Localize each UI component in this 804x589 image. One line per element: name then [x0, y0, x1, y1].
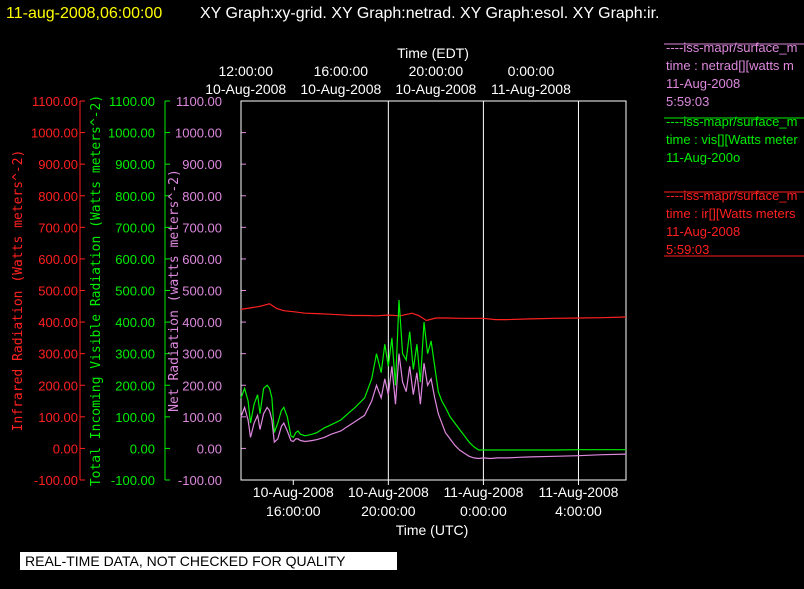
bottom-tick-date: 10-Aug-2008 [253, 484, 334, 500]
ir-tick-label: 200.00 [38, 378, 78, 393]
top-tick-time: 12:00:00 [219, 63, 274, 79]
net-tick-label: 600.00 [182, 252, 222, 267]
net-tick-label: 300.00 [182, 347, 222, 362]
top-tick-date: 11-Aug-2008 [491, 81, 571, 97]
net-tick-label: 400.00 [182, 315, 222, 330]
plot-area [240, 100, 627, 481]
vis-tick-label: 1000.00 [108, 126, 155, 141]
top-tick-time: 16:00:00 [314, 63, 369, 79]
top-axis-label: Time (EDT) [397, 45, 469, 61]
legend-vis-text: time : vis[][Watts meter [666, 132, 798, 147]
vis-tick-label: 900.00 [115, 157, 155, 172]
quality-notice: REAL-TIME DATA, NOT CHECKED FOR QUALITY [25, 553, 346, 569]
legend-ir-text: 11-Aug-2008 [666, 224, 740, 239]
top-tick-date: 10-Aug-2008 [205, 81, 286, 97]
net-tick-label: 900.00 [182, 157, 222, 172]
legend-ir-text: 5:59:03 [666, 242, 709, 257]
bottom-tick-date: 10-Aug-2008 [348, 484, 429, 500]
vis-tick-label: 600.00 [115, 252, 155, 267]
net-tick-label: 0.00 [197, 441, 222, 456]
vis-tick-label: 400.00 [115, 315, 155, 330]
legend-ir-text: ----iss-mapr/surface_m [666, 188, 797, 203]
bottom-tick-time: 0:00:00 [460, 503, 507, 519]
net-axis-label: Net Radiation (watts meters^-2) [167, 169, 182, 412]
net-tick-label: 1000.00 [175, 126, 222, 141]
series-line-vis [240, 299, 626, 451]
ir-tick-label: 1000.00 [31, 126, 78, 141]
quality-notice-box [20, 552, 397, 570]
vis-tick-label: 1100.00 [109, 94, 155, 109]
net-tick-label: 700.00 [182, 220, 222, 235]
ir-axis-label: Infrared Radiation (Watts meters^-2) [11, 150, 26, 432]
legend-vis-text: ----iss-mapr/surface_m [666, 114, 797, 129]
ir-tick-label: 700.00 [38, 220, 78, 235]
top-tick-time: 0:00:00 [508, 63, 555, 79]
vis-tick-label: 700.00 [115, 220, 155, 235]
bottom-tick-time: 4:00:00 [555, 503, 602, 519]
ir-tick-label: -100.00 [34, 473, 78, 488]
left-axes: 1100.00 1000.00 900.00 800.00 700.00 600.00 50… [11, 94, 246, 488]
legend-vis-text: 11-Aug-200o [666, 150, 740, 165]
vis-tick-label: 500.00 [115, 284, 155, 299]
vis-axis-label: Total Incoming Visible Radiation (Watts … [89, 95, 104, 486]
ir-tick-label: 1100.00 [32, 94, 78, 109]
header-graph-titles: XY Graph:xy-grid. XY Graph:netrad. XY Gr… [200, 5, 660, 22]
net-tick-label: 800.00 [182, 189, 222, 204]
legend-net-text: 5:59:03 [666, 94, 709, 109]
vis-tick-label: -100.00 [111, 473, 155, 488]
ir-tick-label: 100.00 [38, 410, 78, 425]
legend-net-text: time : netrad[][watts m [666, 58, 794, 73]
bottom-axis-label: Time (UTC) [396, 522, 469, 538]
bottom-tick-date: 11-Aug-2008 [443, 484, 523, 500]
top-axis-ticks: 12:00:00 10-Aug-2008 16:00:00 10-Aug-2008 20… [205, 63, 571, 97]
ir-tick-label: 300.00 [38, 347, 78, 362]
bottom-tick-time: 16:00:00 [266, 503, 321, 519]
bottom-tick-time: 20:00:00 [361, 503, 416, 519]
top-tick-time: 20:00:00 [409, 63, 464, 79]
legend-ir-text: time : ir[][Watts meters [666, 206, 796, 221]
vis-tick-label: 800.00 [115, 189, 155, 204]
vis-tick-label: 300.00 [115, 347, 155, 362]
ir-tick-label: 800.00 [38, 189, 78, 204]
ir-tick-label: 900.00 [38, 157, 78, 172]
net-tick-label: -100.00 [178, 473, 222, 488]
legend-net-text: 11-Aug-2008 [666, 76, 740, 91]
vis-tick-label: 200.00 [115, 378, 155, 393]
top-tick-date: 10-Aug-2008 [300, 81, 381, 97]
plot-frame [240, 100, 627, 481]
vis-tick-label: 0.00 [130, 441, 155, 456]
vis-tick-label: 100.00 [115, 410, 155, 425]
net-tick-label: 100.00 [182, 410, 222, 425]
ir-tick-label: 600.00 [38, 252, 78, 267]
ir-tick-label: 0.00 [53, 441, 78, 456]
header-timestamp: 11-aug-2008,06:00:00 [6, 5, 162, 22]
ir-tick-label: 500.00 [38, 284, 78, 299]
series-line-net [240, 353, 627, 460]
net-tick-label: 500.00 [182, 284, 222, 299]
top-tick-date: 10-Aug-2008 [395, 81, 476, 97]
bottom-tick-date: 11-Aug-2008 [539, 484, 619, 500]
net-tick-label: 200.00 [182, 378, 222, 393]
ir-tick-label: 400.00 [38, 315, 78, 330]
bottom-axis-ticks: 10-Aug-2008 16:00:00 10-Aug-2008 20:00:00 11… [253, 480, 619, 519]
net-tick-label: 1100.00 [176, 94, 222, 109]
legend-net-text: ----iss-mapr/surface_m [666, 40, 797, 55]
